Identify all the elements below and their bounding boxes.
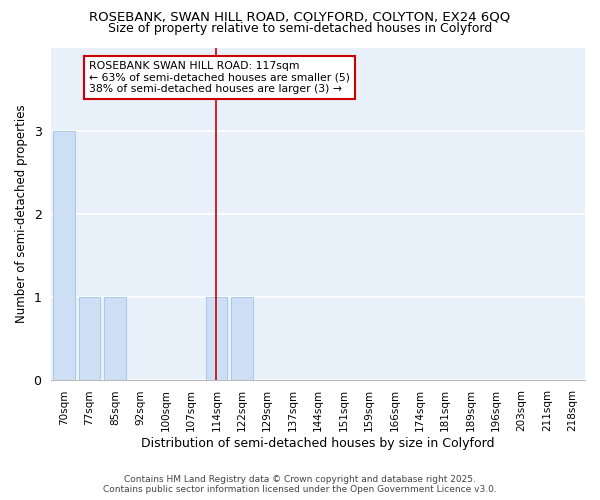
Y-axis label: Number of semi-detached properties: Number of semi-detached properties — [15, 104, 28, 323]
Text: ROSEBANK SWAN HILL ROAD: 117sqm
← 63% of semi-detached houses are smaller (5)
38: ROSEBANK SWAN HILL ROAD: 117sqm ← 63% of… — [89, 61, 350, 94]
Bar — [53, 130, 75, 380]
X-axis label: Distribution of semi-detached houses by size in Colyford: Distribution of semi-detached houses by … — [142, 437, 495, 450]
Bar — [206, 296, 227, 380]
Bar — [104, 296, 125, 380]
Text: Size of property relative to semi-detached houses in Colyford: Size of property relative to semi-detach… — [108, 22, 492, 35]
Text: Contains HM Land Registry data © Crown copyright and database right 2025.
Contai: Contains HM Land Registry data © Crown c… — [103, 474, 497, 494]
Text: ROSEBANK, SWAN HILL ROAD, COLYFORD, COLYTON, EX24 6QQ: ROSEBANK, SWAN HILL ROAD, COLYFORD, COLY… — [89, 11, 511, 24]
Bar — [231, 296, 253, 380]
Bar — [79, 296, 100, 380]
